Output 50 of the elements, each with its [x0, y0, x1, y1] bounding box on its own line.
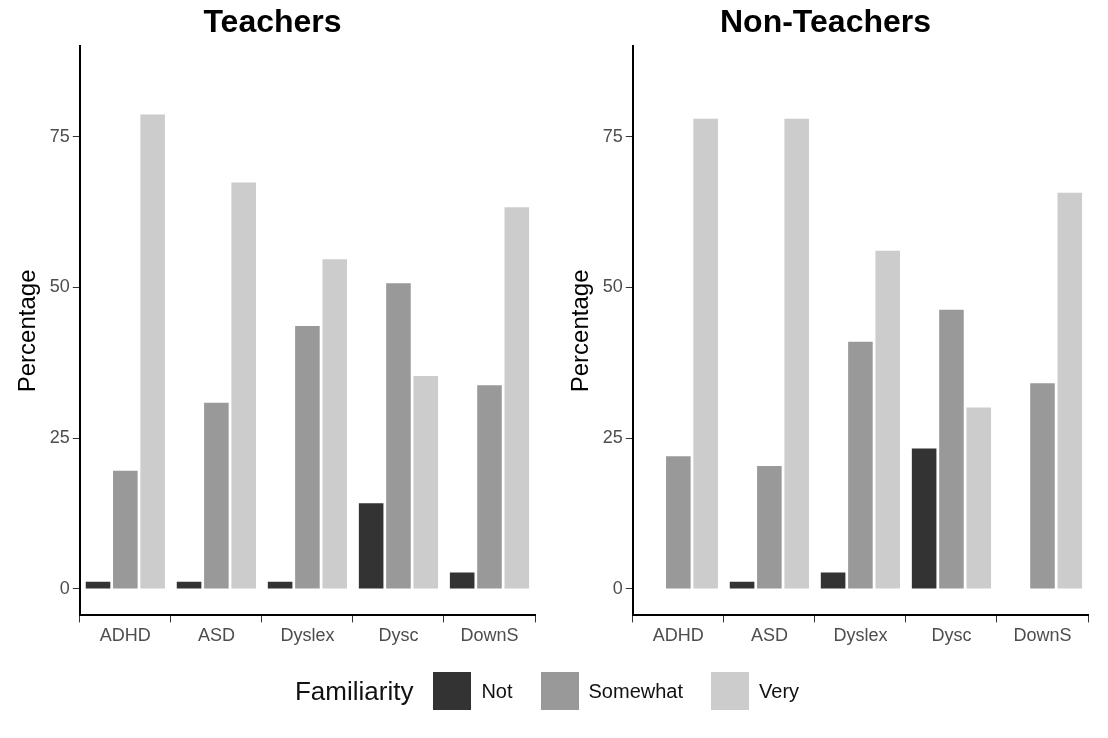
bar [1057, 192, 1083, 589]
legend-label: Very [759, 679, 800, 703]
x-tick-label: Dysc [378, 625, 419, 646]
bar [848, 341, 873, 589]
x-tick-label: DownS [1013, 625, 1072, 646]
y-axis-title: Percentage [13, 269, 41, 393]
bar [693, 118, 718, 589]
bar [231, 182, 256, 589]
legend-label: Somewhat [588, 679, 684, 703]
bar [784, 118, 809, 589]
bar [875, 250, 901, 589]
bar [449, 572, 475, 589]
bar [295, 326, 320, 589]
x-tick-label: Dysc [931, 625, 972, 646]
bar [477, 385, 502, 589]
bar [322, 259, 348, 589]
y-tick-label: 50 [49, 276, 70, 297]
x-tick-label: ASD [750, 625, 788, 646]
bar [413, 376, 439, 589]
bar [358, 503, 384, 589]
y-tick-label: 25 [49, 427, 70, 448]
bar [966, 407, 992, 589]
x-tick-label: ADHD [99, 625, 151, 646]
bar [757, 465, 782, 589]
x-tick-label: ADHD [652, 625, 704, 646]
bar [140, 114, 165, 589]
bar [386, 283, 411, 589]
bar [1030, 383, 1055, 589]
y-tick-label: 75 [49, 125, 70, 146]
legend-title: Familiarity [294, 675, 414, 707]
bar [666, 456, 691, 589]
y-tick-label: 50 [602, 276, 623, 297]
legend-label: Not [481, 679, 513, 703]
chart-title: Teachers [203, 3, 342, 40]
bar [820, 572, 846, 589]
x-tick-label: ASD [197, 625, 235, 646]
y-tick-label: 75 [602, 125, 623, 146]
bar [113, 470, 138, 589]
y-tick-label: 25 [602, 427, 623, 448]
bar [939, 309, 964, 589]
bar [504, 207, 530, 589]
x-tick-label: Dyslex [280, 625, 335, 646]
chart-title: Non-Teachers [719, 3, 932, 40]
bar [911, 448, 937, 589]
x-tick-label: DownS [460, 625, 519, 646]
y-tick-label: 0 [59, 577, 70, 598]
bar [204, 402, 229, 589]
y-tick-label: 0 [612, 577, 623, 598]
y-axis-title: Percentage [566, 269, 594, 393]
x-tick-label: Dyslex [833, 625, 888, 646]
